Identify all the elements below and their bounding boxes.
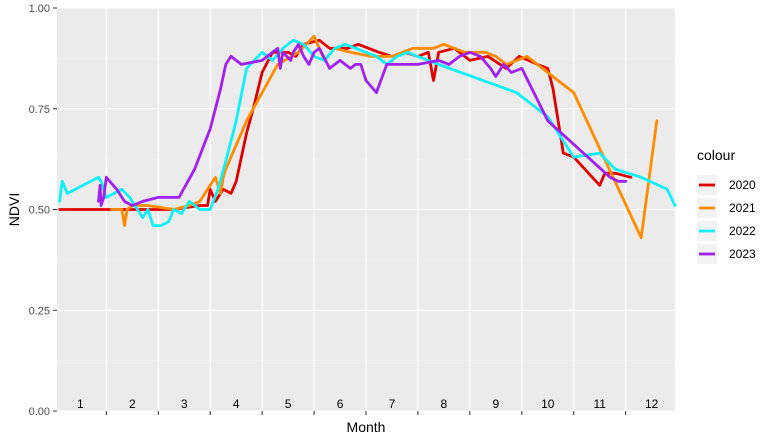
series-line-2020 [58, 38, 633, 211]
x-tick-label: 8 [441, 397, 448, 411]
y-axis: 0.00 0.25 0.50 0.75 1.00 [29, 3, 57, 418]
y-axis-title: NDVI [6, 193, 22, 226]
x-tick-label: 7 [389, 397, 396, 411]
y-tick-label: 0.25 [29, 305, 50, 317]
y-tick-label: 0.50 [29, 205, 50, 217]
x-tick-labels: 1 2 3 4 5 6 7 8 9 10 11 12 [77, 397, 659, 411]
legend-title: colour [697, 147, 735, 163]
x-tick-label: 12 [645, 397, 659, 411]
x-tick-label: 11 [593, 397, 606, 411]
legend-label-2020: 2020 [729, 178, 756, 192]
series-line-2022 [58, 38, 677, 228]
x-axis-title: Month [347, 419, 386, 435]
x-tick-label: 10 [541, 397, 555, 411]
series-line-2021 [110, 34, 659, 240]
x-tick-label: 2 [129, 397, 136, 411]
x-tick-label: 5 [285, 397, 292, 411]
y-tick-label: 0.75 [29, 104, 50, 116]
legend-label-2023: 2023 [729, 247, 756, 261]
x-axis-ticks [105, 411, 627, 415]
y-tick-label: 0.00 [29, 406, 50, 418]
legend-label-2021: 2021 [729, 201, 756, 215]
x-tick-label: 4 [233, 397, 240, 411]
x-tick-label: 1 [77, 397, 84, 411]
x-tick-label: 9 [492, 397, 499, 411]
x-tick-label: 6 [337, 397, 344, 411]
series-layer [58, 34, 677, 240]
y-tick-label: 1.00 [29, 3, 50, 15]
legend-label-2022: 2022 [729, 224, 756, 238]
series-line-2023 [97, 42, 628, 207]
legend-items: 2020 2021 2022 2023 [697, 175, 756, 264]
legend: colour 2020 2021 2022 2023 [697, 147, 756, 264]
x-tick-label: 3 [181, 397, 188, 411]
